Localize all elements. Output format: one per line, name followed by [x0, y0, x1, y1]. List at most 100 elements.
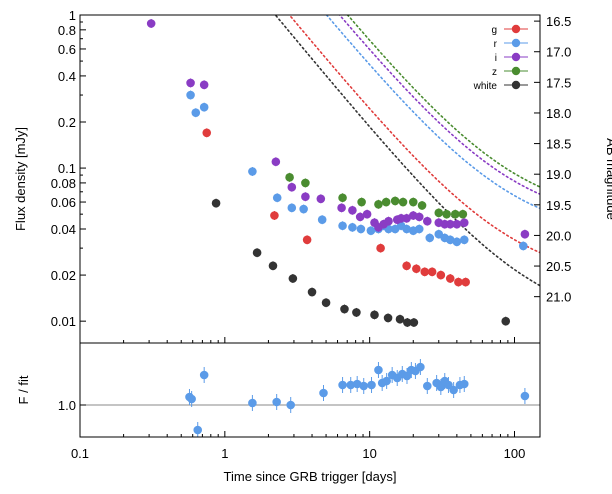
right-tick-label: 21.0 [546, 290, 571, 305]
residual-point-19 [402, 371, 412, 381]
y-tick-label: 0.04 [51, 222, 76, 237]
data-point-white-0 [211, 198, 221, 208]
data-point-r-17 [402, 224, 411, 234]
data-point-z-11 [442, 209, 451, 219]
data-point-r-11 [366, 226, 376, 235]
data-point-white-4 [307, 287, 317, 297]
data-point-white-8 [370, 310, 379, 320]
residual-point-30 [459, 379, 469, 389]
data-point-z-2 [338, 193, 347, 203]
data-point-z-12 [450, 209, 460, 219]
right-tick-label: 20.5 [546, 259, 571, 274]
legend-marker-r [511, 38, 521, 48]
data-point-i-24 [452, 219, 462, 229]
residual-point-23 [422, 381, 432, 391]
x-axis-label: Time since GRB trigger [days] [224, 469, 397, 484]
data-point-z-8 [408, 197, 418, 207]
data-point-z-6 [390, 196, 400, 206]
data-point-i-19 [414, 212, 424, 222]
y-tick-label: 0.8 [58, 23, 76, 38]
data-point-z-4 [374, 199, 383, 209]
data-point-white-10 [395, 314, 405, 324]
data-point-i-10 [362, 209, 372, 219]
data-point-i-5 [301, 192, 310, 202]
fit-curve-z [346, 15, 540, 188]
data-point-r-10 [356, 224, 366, 234]
residual-point-5 [272, 397, 281, 407]
data-point-i-23 [445, 219, 455, 229]
data-point-i-9 [355, 212, 365, 222]
legend-label-white: white [473, 81, 498, 92]
data-point-r-19 [414, 224, 424, 234]
residual-point-11 [359, 381, 369, 391]
legend-marker-g [511, 24, 521, 34]
x-tick-label: 0.1 [71, 446, 89, 461]
data-point-i-2 [199, 80, 209, 90]
residual-point-6 [286, 400, 296, 410]
legend-label-r: r [494, 39, 498, 50]
data-point-white-3 [288, 274, 298, 283]
data-point-r-0 [186, 90, 195, 100]
legend-marker-i [511, 52, 521, 62]
upper-panel-marks [146, 15, 540, 328]
data-point-r-1 [191, 108, 201, 118]
data-point-r-5 [287, 203, 297, 213]
data-point-white-6 [340, 304, 349, 314]
data-point-r-8 [338, 221, 347, 231]
data-point-g-3 [376, 243, 385, 253]
residual-point-7 [319, 388, 328, 398]
data-point-z-10 [434, 208, 444, 218]
right-axis-label: AB magnitude [604, 138, 612, 220]
y-tick-label: 1 [69, 8, 76, 23]
data-point-g-11 [461, 277, 470, 287]
data-point-white-7 [352, 308, 361, 317]
data-point-i-1 [186, 78, 195, 88]
data-point-i-4 [287, 182, 297, 192]
residual-point-13 [374, 365, 383, 375]
data-point-r-23 [445, 235, 455, 245]
residual-point-28 [449, 385, 458, 395]
data-point-r-9 [348, 223, 357, 232]
data-point-g-1 [270, 211, 279, 220]
right-tick-label: 16.5 [546, 14, 571, 29]
residual-axis-label: F / fit [16, 375, 31, 404]
fit-curve-r [325, 15, 540, 210]
data-point-z-3 [357, 197, 366, 207]
data-point-r-20 [425, 233, 435, 243]
data-point-i-6 [316, 194, 326, 204]
right-tick-label: 17.0 [546, 45, 571, 60]
data-point-z-9 [417, 201, 427, 210]
data-point-white-13 [501, 316, 511, 326]
right-tick-label: 17.5 [546, 75, 571, 90]
data-point-r-25 [459, 235, 469, 245]
right-tick-label: 20.0 [546, 228, 571, 243]
data-point-i-14 [384, 216, 393, 226]
data-point-g-2 [302, 235, 312, 245]
right-tick-label: 18.0 [546, 106, 571, 121]
data-point-i-20 [422, 216, 432, 226]
data-point-z-7 [398, 197, 408, 207]
lower-panel-marks [80, 359, 540, 437]
data-point-white-11 [403, 318, 412, 327]
legend-label-z: z [492, 67, 497, 78]
data-point-r-26 [518, 241, 528, 251]
y-tick-label: 0.08 [51, 176, 76, 191]
data-point-z-0 [285, 173, 294, 182]
data-point-g-9 [445, 274, 455, 283]
y-tick-label: 0.1 [58, 161, 76, 176]
residual-point-10 [352, 379, 362, 389]
residual-point-12 [367, 380, 376, 390]
data-point-i-3 [271, 157, 281, 167]
data-point-i-0 [146, 19, 156, 28]
residual-point-22 [416, 362, 425, 372]
right-tick-label: 18.5 [546, 137, 571, 152]
data-point-g-4 [402, 261, 411, 271]
lower-panel-frame [79, 342, 541, 438]
residual-point-15 [382, 376, 391, 386]
data-point-r-7 [317, 215, 327, 225]
data-point-i-17 [402, 213, 411, 223]
data-point-r-4 [272, 193, 282, 203]
data-point-g-10 [454, 277, 463, 287]
